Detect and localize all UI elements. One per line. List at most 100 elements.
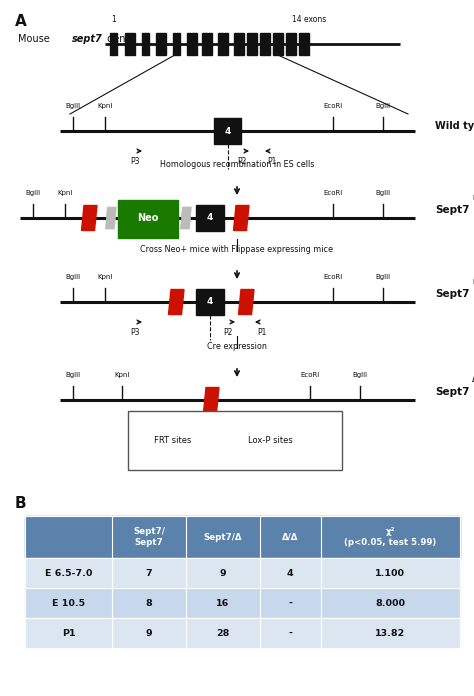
- Bar: [186, 558, 260, 588]
- Text: Neo: Neo: [137, 213, 159, 223]
- Bar: [112, 516, 186, 558]
- Bar: [197, 205, 224, 231]
- Text: A: A: [15, 14, 27, 29]
- Polygon shape: [238, 290, 254, 315]
- Text: EcoRI: EcoRI: [301, 372, 319, 378]
- Polygon shape: [234, 205, 249, 230]
- Text: EcoRI: EcoRI: [323, 103, 343, 109]
- Text: Cre expression: Cre expression: [207, 342, 267, 351]
- Bar: [25, 516, 112, 558]
- Bar: [197, 289, 224, 315]
- Text: -: -: [288, 599, 292, 608]
- Polygon shape: [203, 388, 219, 413]
- Text: Sept7: Sept7: [435, 387, 470, 397]
- Polygon shape: [168, 290, 184, 315]
- Text: Homologous recombination in ES cells: Homologous recombination in ES cells: [160, 160, 314, 169]
- Text: BglII: BglII: [353, 372, 367, 378]
- Text: 9: 9: [219, 569, 226, 578]
- Text: 16: 16: [216, 599, 229, 608]
- Bar: [187, 33, 197, 55]
- Bar: [125, 33, 135, 55]
- Text: E 6.5-7.0: E 6.5-7.0: [45, 569, 92, 578]
- Text: KpnI: KpnI: [97, 103, 113, 109]
- Bar: [234, 33, 244, 55]
- Text: BglII: BglII: [65, 274, 81, 280]
- FancyBboxPatch shape: [128, 411, 342, 470]
- Bar: [260, 618, 321, 648]
- Bar: [321, 558, 460, 588]
- Bar: [173, 33, 180, 55]
- Text: Sept7/
Sept7: Sept7/ Sept7: [133, 527, 165, 547]
- Text: KpnI: KpnI: [57, 190, 73, 196]
- Text: 1: 1: [111, 15, 116, 24]
- Bar: [299, 33, 309, 55]
- Bar: [112, 618, 186, 648]
- Text: P3: P3: [130, 328, 140, 337]
- Text: E 10.5: E 10.5: [52, 599, 85, 608]
- Bar: [142, 33, 149, 55]
- Text: 4: 4: [207, 214, 213, 223]
- Text: 28: 28: [216, 628, 229, 638]
- Text: 4: 4: [287, 569, 294, 578]
- Text: 8.000: 8.000: [375, 599, 405, 608]
- Bar: [321, 588, 460, 618]
- Text: P1: P1: [62, 628, 75, 638]
- Bar: [321, 516, 460, 558]
- Text: Sept7: Sept7: [435, 205, 470, 215]
- Bar: [25, 588, 112, 618]
- Bar: [156, 33, 166, 55]
- Text: lox: lox: [472, 195, 474, 201]
- Text: BglII: BglII: [375, 274, 391, 280]
- Bar: [218, 33, 228, 55]
- Polygon shape: [82, 205, 97, 230]
- Bar: [186, 588, 260, 618]
- Bar: [112, 588, 186, 618]
- Text: P2: P2: [237, 157, 246, 166]
- Text: 8: 8: [146, 599, 152, 608]
- Bar: [186, 516, 260, 558]
- Bar: [273, 33, 283, 55]
- Bar: [260, 558, 321, 588]
- Text: 4: 4: [225, 127, 231, 136]
- Bar: [247, 33, 257, 55]
- Text: FRT sites: FRT sites: [154, 436, 191, 445]
- Text: P1: P1: [235, 426, 245, 435]
- Text: Wild type: Wild type: [435, 121, 474, 131]
- Text: 9: 9: [146, 628, 152, 638]
- Text: Lox-P sites: Lox-P sites: [248, 436, 293, 445]
- Polygon shape: [181, 207, 191, 229]
- Polygon shape: [138, 429, 149, 452]
- Text: P3: P3: [175, 426, 185, 435]
- Text: P1: P1: [257, 328, 267, 337]
- Text: KpnI: KpnI: [97, 274, 113, 280]
- Bar: [118, 200, 178, 238]
- Text: EcoRI: EcoRI: [323, 274, 343, 280]
- Bar: [112, 558, 186, 588]
- Text: χ²
(p<0.05, test 5.99): χ² (p<0.05, test 5.99): [344, 527, 437, 547]
- Bar: [260, 33, 270, 55]
- Text: BglII: BglII: [26, 190, 41, 196]
- Bar: [202, 33, 212, 55]
- Bar: [25, 558, 112, 588]
- Bar: [260, 588, 321, 618]
- Text: Cross Neo+ mice with Flippase expressing mice: Cross Neo+ mice with Flippase expressing…: [140, 245, 334, 254]
- Bar: [260, 516, 321, 558]
- Text: Δ/Δ: Δ/Δ: [282, 532, 299, 541]
- Text: 13.82: 13.82: [375, 628, 406, 638]
- Text: BglII: BglII: [375, 190, 391, 196]
- Text: Δ: Δ: [472, 376, 474, 384]
- Bar: [186, 618, 260, 648]
- Text: gene: gene: [104, 34, 131, 44]
- Text: BglII: BglII: [65, 103, 81, 109]
- Text: Sept7/Δ: Sept7/Δ: [204, 532, 242, 541]
- Text: Mouse: Mouse: [18, 34, 53, 44]
- Text: EcoRI: EcoRI: [323, 190, 343, 196]
- Text: -: -: [288, 628, 292, 638]
- Text: 7: 7: [146, 569, 152, 578]
- Bar: [25, 618, 112, 648]
- Text: 1.100: 1.100: [375, 569, 405, 578]
- Bar: [321, 618, 460, 648]
- Text: lox: lox: [472, 279, 474, 285]
- Text: BglII: BglII: [65, 372, 81, 378]
- Text: KpnI: KpnI: [114, 372, 130, 378]
